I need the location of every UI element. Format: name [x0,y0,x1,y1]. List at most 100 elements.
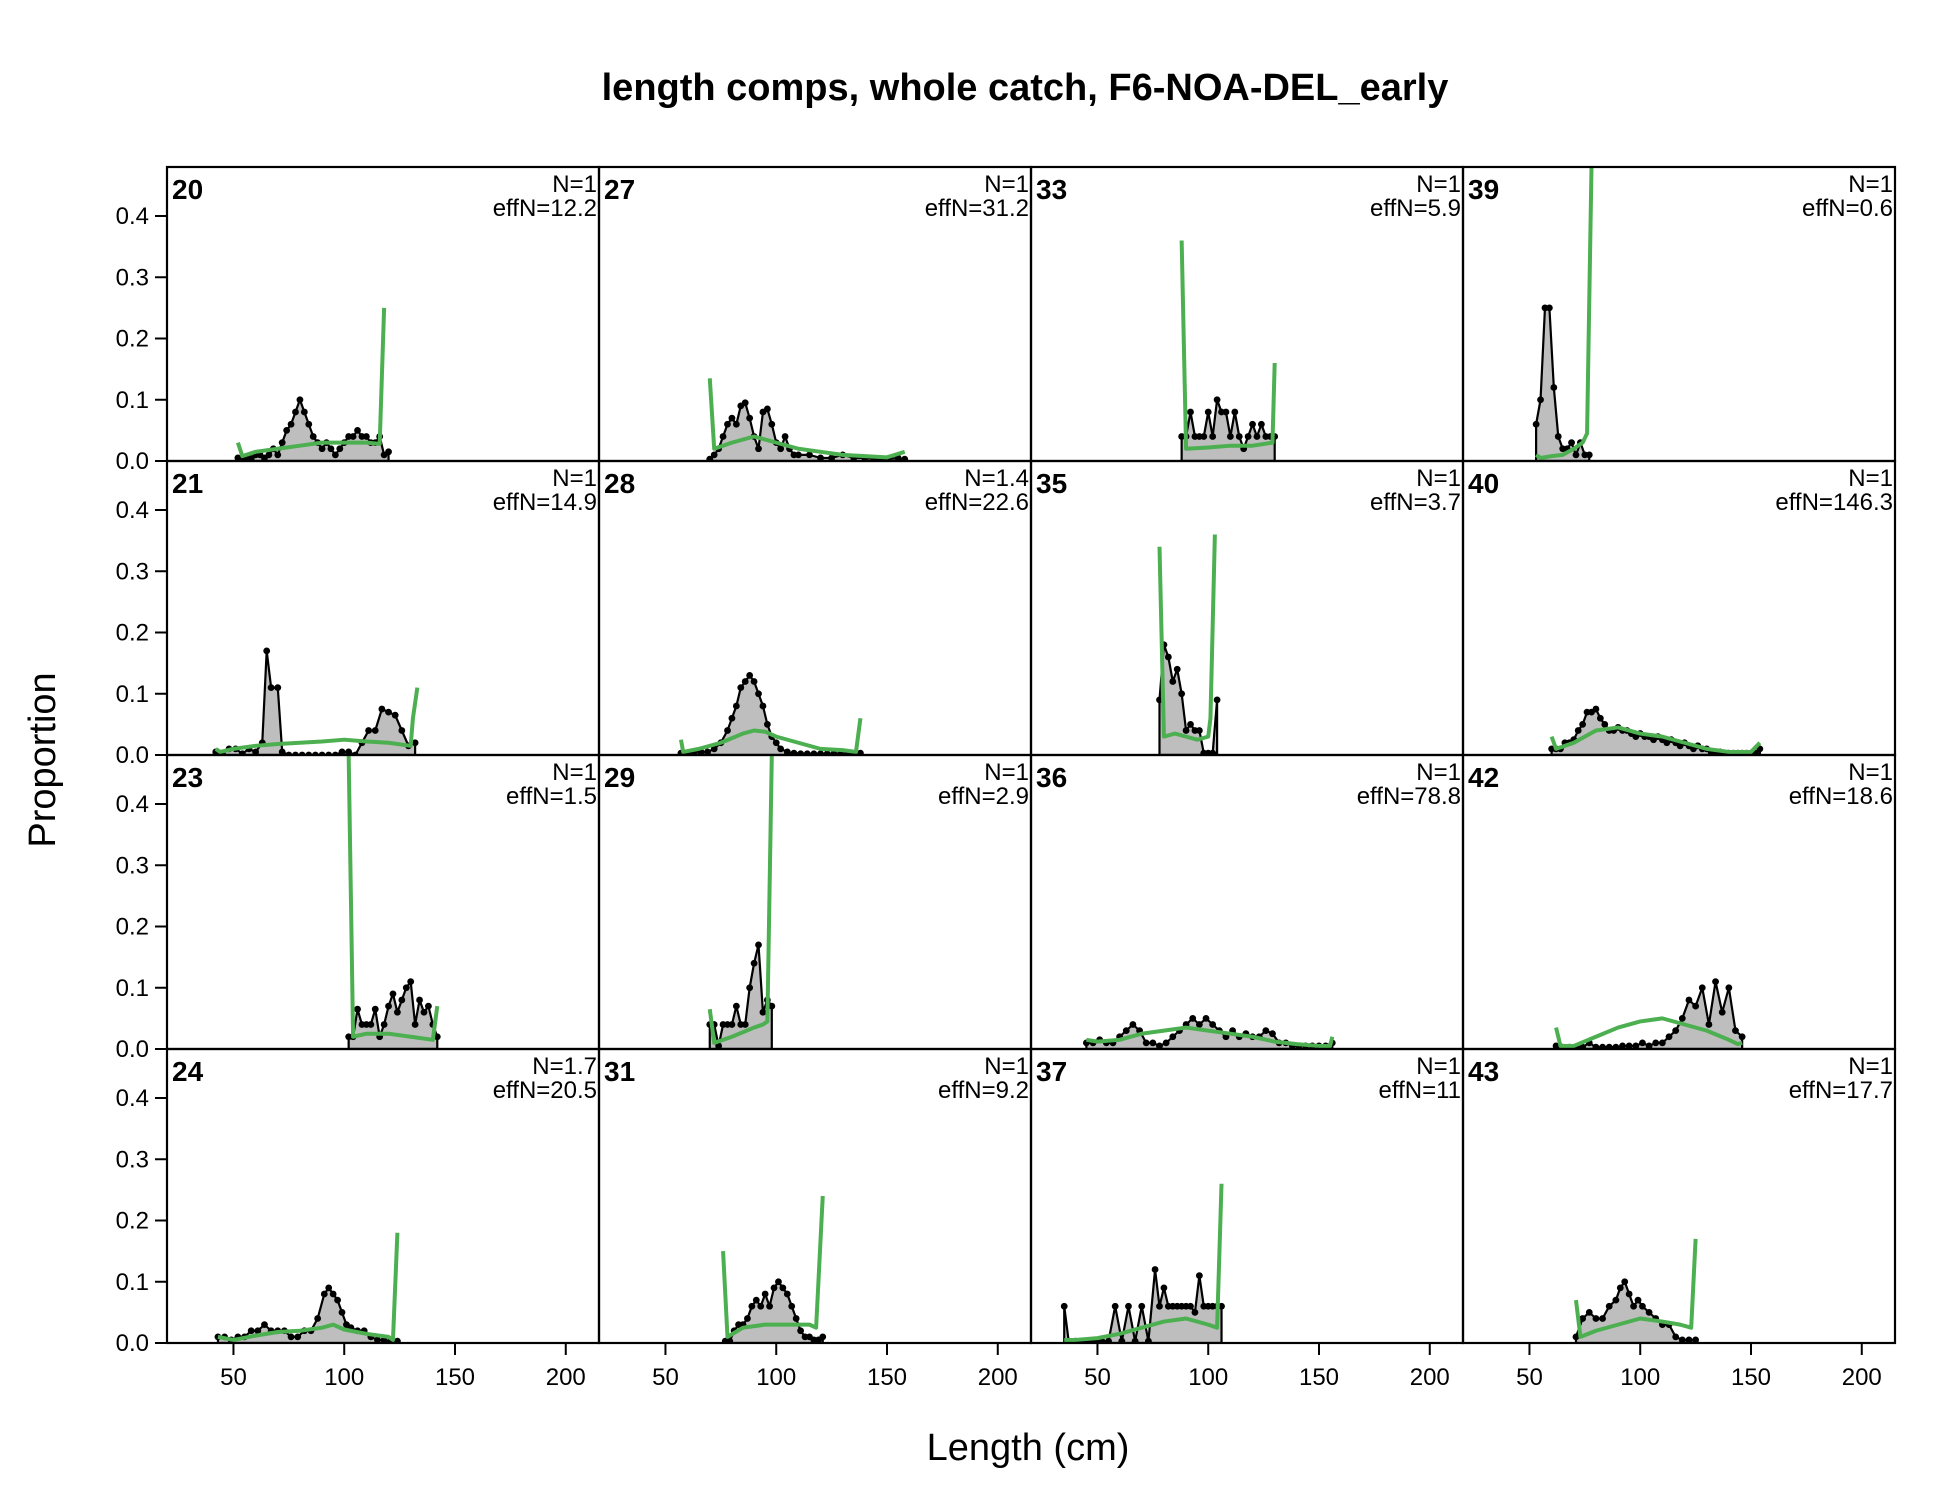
observed-point [759,702,767,710]
panel-plot-area [706,378,909,461]
observed-point [732,420,740,428]
panel-effn-label: effN=78.8 [1357,783,1461,810]
panel-n-label: N=1 [1416,759,1461,786]
panel-n-label: N=1 [984,1053,1029,1080]
x-tick-label: 200 [1410,1364,1450,1391]
panel-n-label: N=1 [1416,465,1461,492]
observed-point [755,941,762,949]
panel-year-label: 39 [1468,174,1499,205]
observed-point [1585,451,1593,459]
x-tick-label: 50 [220,1364,247,1391]
panel-plot-area [721,1195,827,1343]
observed-point [398,996,406,1004]
observed-point [1685,996,1693,1004]
observed-point [261,1321,268,1329]
observed-point [378,705,386,713]
observed-point [309,433,317,440]
observed-area [214,649,417,755]
observed-point [292,408,299,416]
panel-n-label: N=1 [1848,465,1893,492]
observed-point [1599,1315,1606,1322]
y-tick-label: 0.3 [116,1146,149,1173]
panel-year-label: 24 [172,1056,204,1087]
observed-point [1639,1302,1646,1310]
expected-line [1554,1016,1743,1048]
observed-point [772,739,780,747]
observed-point [770,1284,778,1292]
y-tick-label: 0.2 [116,620,149,647]
observed-point [750,678,758,685]
panel-plot-area [1532,167,1594,461]
observed-point [1678,1336,1686,1343]
y-tick-label: 0.0 [116,742,149,769]
x-tick-label: 200 [546,1364,586,1391]
observed-point [336,445,344,453]
observed-point [287,420,295,428]
observed-point [706,455,714,461]
observed-point [788,1302,796,1310]
y-tick-label: 0.2 [116,326,149,353]
observed-point [1164,653,1172,661]
observed-point [1162,1039,1170,1047]
observed-point [252,748,260,755]
observed-point [1537,396,1544,404]
observed-point [1554,433,1562,440]
observed-point [737,684,745,692]
observed-point [1572,451,1580,459]
observed-point [1169,678,1177,685]
observed-point [1209,749,1217,755]
observed-point [1705,1021,1713,1028]
expected-line [346,755,440,1042]
observed-point [416,996,423,1004]
observed-point [1546,304,1553,312]
observed-point [287,1333,295,1341]
observed-point [746,414,754,422]
observed-point [278,439,286,447]
observed-point [1269,1030,1276,1038]
observed-point [318,445,326,453]
panel-plot-area [212,647,420,755]
panel-effn-label: effN=14.9 [493,489,597,516]
observed-point [746,671,754,679]
panel-n-label: N=1 [1848,1053,1893,1080]
observed-point [1105,1337,1112,1343]
observed-point [1698,984,1706,992]
observed-point [238,750,246,755]
y-tick-label: 0.3 [116,852,149,879]
observed-point [1625,1290,1633,1298]
x-tick-label: 50 [1516,1364,1543,1391]
observed-point [1182,727,1190,734]
observed-point [1665,1033,1673,1041]
observed-point [338,748,346,755]
x-tick-label: 100 [1188,1364,1228,1391]
observed-point [420,1008,428,1016]
panel-plot-area [1156,534,1221,755]
observed-area [1574,1280,1697,1343]
panel-plot-area [1572,1238,1700,1343]
observed-point [901,455,909,461]
panel-year-label: 36 [1036,762,1067,793]
observed-point [761,1290,769,1298]
observed-point [1202,1014,1210,1022]
observed-point [1592,1315,1600,1322]
observed-point [803,750,811,755]
observed-point [819,1333,827,1341]
observed-point [1258,420,1265,428]
expected-line [1179,240,1277,451]
observed-point [338,1308,346,1316]
x-tick-label: 50 [652,1364,679,1391]
observed-point [1630,1302,1637,1310]
y-tick-label: 0.1 [116,975,149,1002]
observed-point [715,1042,723,1049]
expected-line [707,755,774,1045]
observed-point [1218,1302,1225,1310]
observed-point [1195,1272,1203,1280]
observed-point [278,748,286,755]
observed-point [1160,1284,1168,1292]
observed-point [1178,690,1186,698]
observed-point [1672,1333,1680,1341]
panel-year-label: 43 [1468,1056,1499,1087]
observed-point [1231,408,1239,416]
